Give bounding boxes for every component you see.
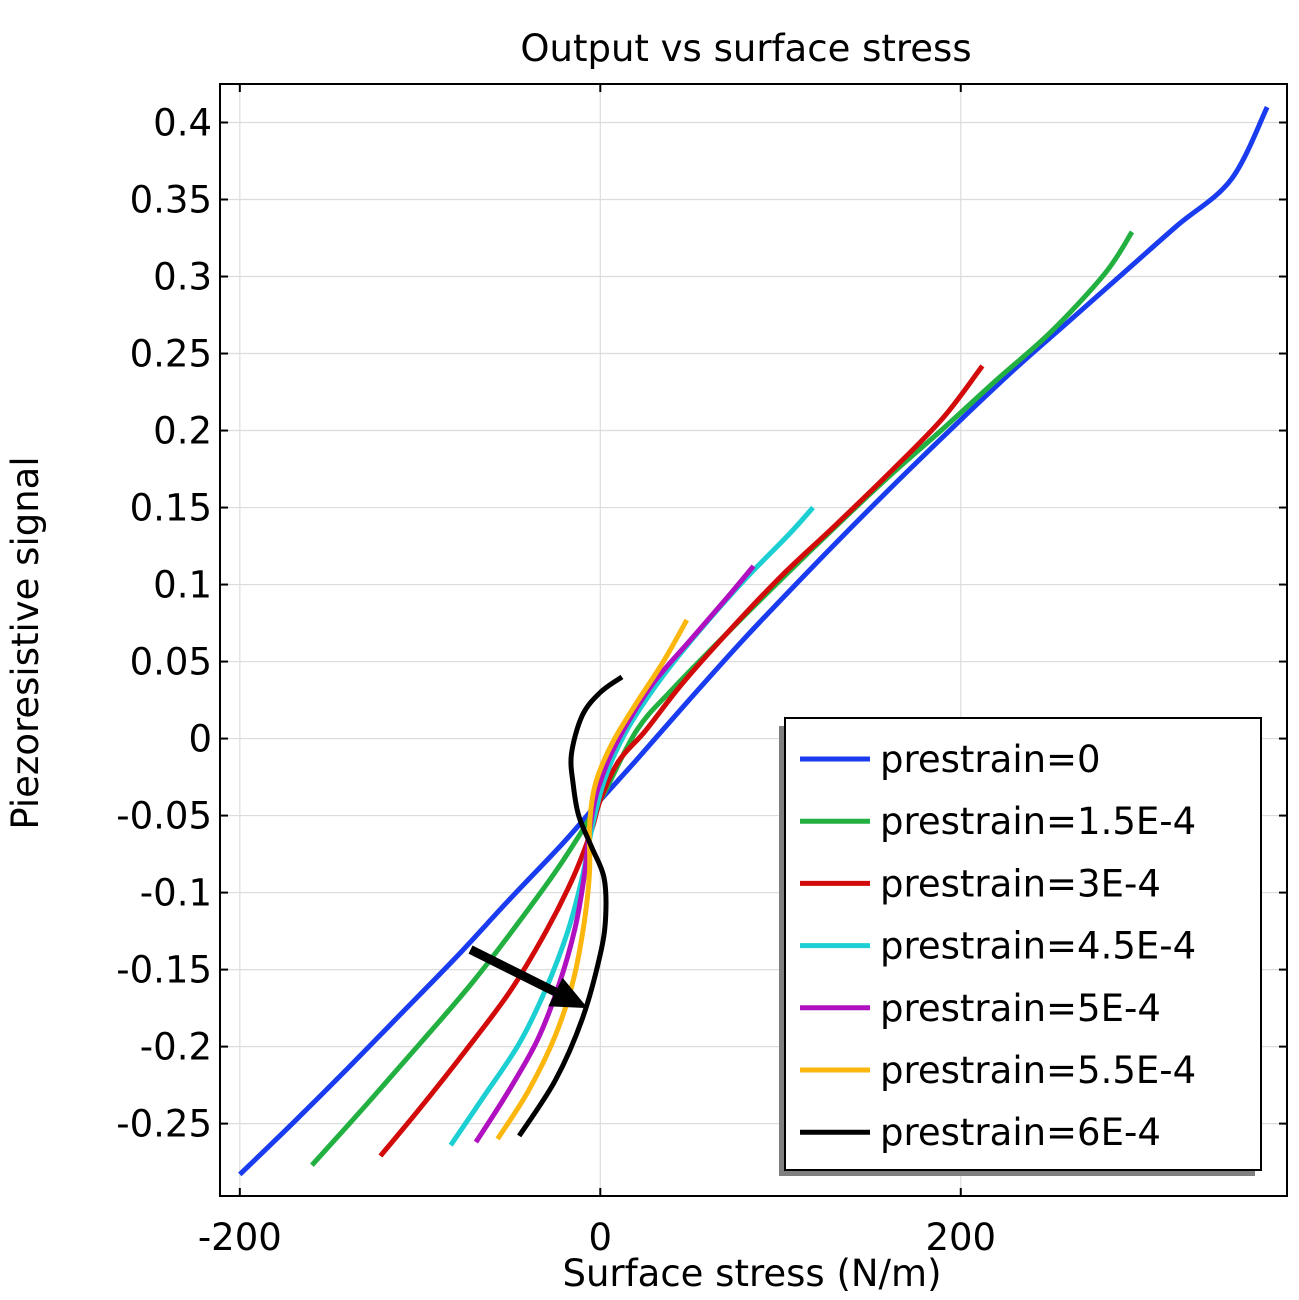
legend-label-1: prestrain=1.5E-4 [880,800,1196,843]
y-tick-label: 0.35 [130,179,212,222]
y-tick-label: 0.2 [153,410,212,453]
x-tick-label: 200 [925,1216,996,1259]
y-tick-label: -0.2 [140,1026,212,1069]
legend: prestrain=0 prestrain=1.5E-4 prestrain=3E-… [779,717,1262,1176]
plot-frame [219,83,1288,1197]
legend-label-3: prestrain=4.5E-4 [880,925,1196,968]
y-tick-label: -0.25 [116,1103,212,1146]
gridlines [220,84,1287,1196]
legend-label-4: prestrain=5E-4 [880,987,1161,1030]
series-line-2 [378,364,985,1158]
y-tick-label: 0.25 [130,333,212,376]
y-axis-label: Piezoresistive signal [4,456,47,829]
annotation-arrow-head [548,977,588,1009]
y-tick-label: 0 [188,718,212,761]
axis-ticks [220,84,1287,1196]
y-tick-label: 0.4 [153,102,212,145]
series-line-0 [238,105,1270,1177]
legend-label-5: prestrain=5.5E-4 [880,1049,1196,1092]
series-layer [238,105,1270,1177]
series-line-5 [495,618,689,1141]
legend-label-2: prestrain=3E-4 [880,862,1161,905]
x-tick-label: 0 [589,1216,613,1259]
x-axis-label: Surface stress (N/m) [562,1252,941,1295]
chart-title: Output vs surface stress [520,27,971,70]
annotation-arrow-shaft [468,945,558,997]
legend-label-6: prestrain=6E-4 [880,1111,1161,1154]
y-tick-label: 0.3 [153,256,212,299]
y-tick-label: 0.05 [130,641,212,684]
legend-label-0: prestrain=0 [880,738,1101,781]
y-tick-label: -0.05 [116,795,212,838]
x-tick-label: -200 [198,1216,282,1259]
series-line-4 [473,564,756,1144]
axis-tick-labels: -200 0 200 0.4 0.35 0.3 0.25 0.2 0.15 0.1 0.05 0 -0.… [116,102,996,1259]
series-line-6 [517,674,624,1138]
annotation-layer [468,945,588,1009]
y-tick-label: 0.1 [153,564,212,607]
y-tick-label: -0.15 [116,949,212,992]
y-tick-label: -0.1 [140,872,212,915]
y-tick-label: 0.15 [130,487,212,530]
